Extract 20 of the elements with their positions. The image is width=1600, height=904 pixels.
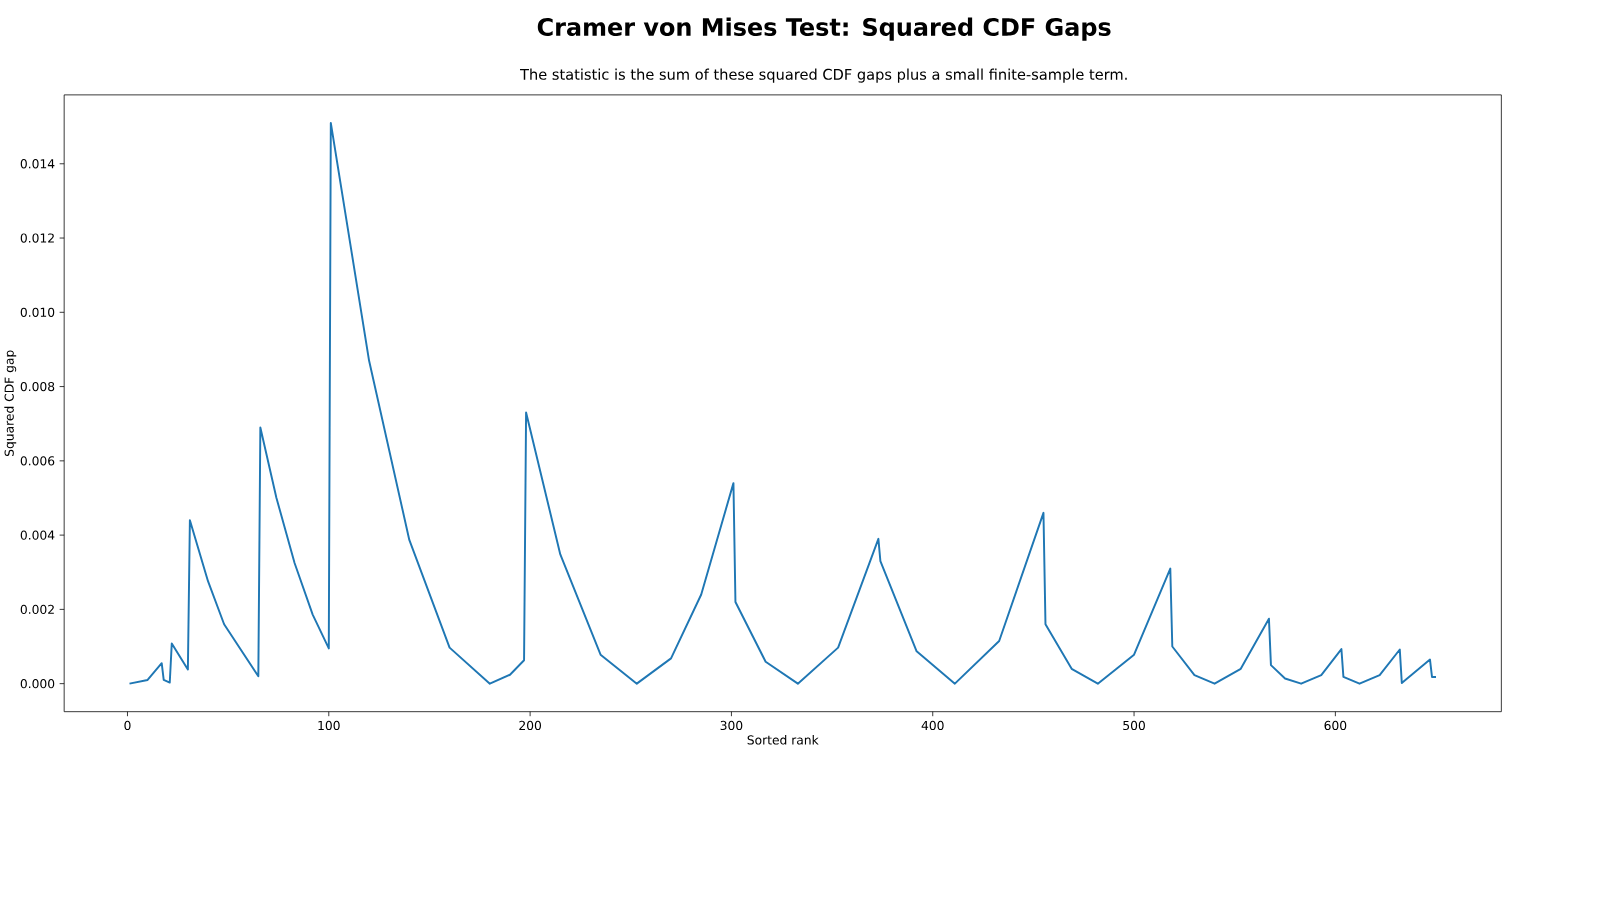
y-axis-title: Squared CDF gap <box>4 350 17 457</box>
chart-subtitle: The statistic is the sum of these squared CDF gaps plus a small finite-sample term. <box>520 68 1127 83</box>
x-tick-label: 500 <box>1123 720 1145 731</box>
y-tick-label: 0.006 <box>20 456 55 466</box>
x-tick-label: 600 <box>1324 720 1347 731</box>
x-tick-label: 0 <box>124 720 131 731</box>
y-tick-label: 0.014 <box>20 159 55 169</box>
line-series <box>128 122 1437 685</box>
x-axis-title: Sorted rank <box>747 735 819 745</box>
x-tick-label: 200 <box>519 720 542 731</box>
x-tick-label: 300 <box>720 720 743 731</box>
x-tick-label: 400 <box>921 720 944 731</box>
y-tick-label: 0.008 <box>20 381 55 392</box>
chart-title: Cramer von Mises Test: Squared CDF Gaps <box>537 17 1111 41</box>
y-tick-label: 0.002 <box>20 604 54 615</box>
y-tick-label: 0.000 <box>20 679 55 689</box>
y-tick-label: 0.012 <box>20 233 54 243</box>
y-tick-label: 0.010 <box>20 307 55 318</box>
y-tick-label: 0.004 <box>20 530 55 540</box>
x-tick-label: 100 <box>318 720 340 731</box>
